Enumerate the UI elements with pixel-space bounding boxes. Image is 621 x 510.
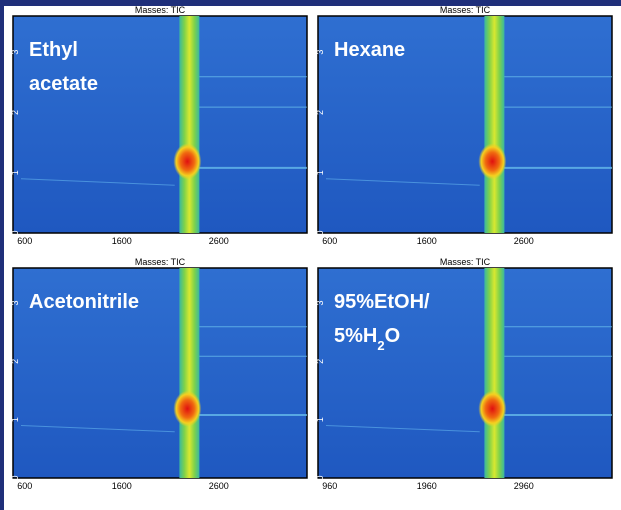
y-tick-label: 3	[10, 300, 20, 305]
baseline-streak	[20, 178, 175, 186]
label-part: 5%H	[334, 325, 377, 347]
solvent-peak	[478, 390, 507, 427]
solvent-peak	[173, 143, 202, 180]
y-tick-label: 0	[10, 475, 20, 480]
plot-background	[12, 15, 308, 234]
solvent-peak	[478, 143, 507, 180]
y-tick-label: 2	[10, 110, 20, 115]
label-part: O	[385, 325, 401, 347]
panel-title: Masses: TIC	[135, 257, 186, 267]
solvent-band	[179, 16, 200, 233]
label-part: 2	[377, 338, 384, 353]
plot-background	[12, 267, 308, 479]
y-tick-label: 3	[315, 50, 325, 55]
label-part: Ethyl	[29, 39, 78, 61]
y-tick-label: 0	[315, 475, 325, 480]
y-tick-label: 0	[315, 230, 325, 235]
baseline-streak	[325, 425, 480, 433]
x-tick-label: 2600	[209, 481, 229, 491]
y-tick-label: 1	[315, 417, 325, 422]
x-tick-label: 1600	[417, 236, 437, 246]
sample-label: 5%H2O	[334, 325, 400, 353]
label-part: 95%EtOH/	[334, 291, 430, 313]
solvent-band	[179, 268, 200, 478]
x-tick-label: 2600	[209, 236, 229, 246]
label-part: acetate	[29, 73, 98, 95]
y-tick-label: 2	[10, 359, 20, 364]
panel-title: Masses: TIC	[440, 257, 491, 267]
label-part: Acetonitrile	[29, 291, 139, 313]
solvent-band	[484, 268, 505, 478]
panel: Masses: TIC 0 1 2 3 600 1600 2600 Hexane	[315, 5, 613, 246]
sample-label: Acetonitrile	[29, 291, 139, 313]
y-tick-label: 1	[315, 170, 325, 175]
baseline-streak	[325, 178, 480, 186]
x-tick-label: 600	[17, 481, 32, 491]
solvent-peak	[173, 390, 202, 427]
label-part: Hexane	[334, 39, 405, 61]
y-tick-label: 0	[10, 230, 20, 235]
y-tick-label: 3	[315, 300, 325, 305]
x-tick-label: 960	[322, 481, 337, 491]
y-tick-label: 2	[315, 359, 325, 364]
x-tick-label: 1600	[112, 236, 132, 246]
y-tick-label: 2	[315, 110, 325, 115]
x-tick-label: 600	[322, 236, 337, 246]
top-bar	[0, 0, 621, 6]
left-bar	[0, 0, 4, 510]
x-tick-label: 2600	[514, 236, 534, 246]
panel-title: Masses: TIC	[440, 5, 491, 15]
sample-label: acetate	[29, 73, 98, 95]
panel: Masses: TIC 0 1 2 3 600 1600 2600 Acetonitrile	[10, 257, 308, 491]
sample-label: 95%EtOH/	[334, 291, 430, 313]
plot-background	[317, 15, 613, 234]
x-tick-label: 600	[17, 236, 32, 246]
solvent-band	[484, 16, 505, 233]
y-tick-label: 1	[10, 417, 20, 422]
baseline-streak	[20, 425, 175, 433]
panel-title: Masses: TIC	[135, 5, 186, 15]
y-tick-label: 3	[10, 50, 20, 55]
panel: Masses: TIC 0 1 2 3 600 1600 2600 Ethyl acetate	[10, 5, 308, 246]
x-tick-label: 1960	[417, 481, 437, 491]
sample-label: Ethyl	[29, 39, 78, 61]
sample-label: Hexane	[334, 39, 405, 61]
x-tick-label: 2960	[514, 481, 534, 491]
x-tick-label: 1600	[112, 481, 132, 491]
plot-background	[317, 267, 613, 479]
y-tick-label: 1	[10, 170, 20, 175]
